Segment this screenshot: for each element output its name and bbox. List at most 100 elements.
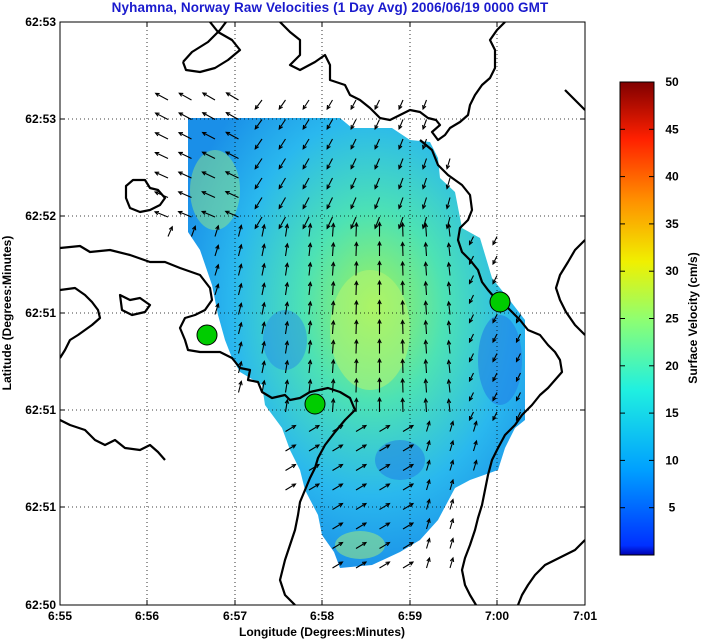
velocity-arrow xyxy=(284,281,290,296)
velocity-arrow xyxy=(278,177,286,190)
velocity-arrow xyxy=(261,223,266,237)
velocity-arrow xyxy=(284,320,290,335)
velocity-arrow xyxy=(468,294,474,305)
plot-title: Nyhamna, Norway Raw Velocities (1 Day Av… xyxy=(111,0,549,15)
velocity-arrow xyxy=(307,222,313,237)
velocity-arrow xyxy=(284,379,290,393)
velocity-arrow xyxy=(492,333,498,344)
velocity-arrow xyxy=(201,171,216,179)
velocity-arrow xyxy=(330,300,336,315)
velocity-arrow xyxy=(237,302,243,315)
velocity-arrow xyxy=(214,302,220,315)
velocity-arrow xyxy=(449,478,455,491)
velocity-arrow xyxy=(237,263,243,276)
velocity-arrow xyxy=(285,463,297,471)
velocity-arrow xyxy=(350,158,357,170)
velocity-arrow xyxy=(379,502,391,510)
velocity-arrow xyxy=(445,177,451,190)
velocity-arrow xyxy=(400,221,405,237)
x-tick-label: 6:55 xyxy=(48,609,72,623)
velocity-arrow xyxy=(214,263,220,276)
velocity-arrow xyxy=(201,92,216,101)
velocity-arrow xyxy=(154,112,169,120)
velocity-arrow xyxy=(237,224,243,237)
velocity-arrow xyxy=(278,138,286,150)
velocity-arrow xyxy=(330,241,336,257)
velocity-arrow xyxy=(374,177,381,190)
velocity-arrow xyxy=(308,424,321,432)
velocity-arrow xyxy=(332,502,344,510)
velocity-arrow xyxy=(492,372,498,383)
velocity-arrow xyxy=(308,444,321,452)
velocity-arrow xyxy=(492,392,498,402)
velocity-arrow xyxy=(377,377,382,393)
velocity-arrow xyxy=(330,339,336,354)
velocity-arrow xyxy=(377,240,382,257)
velocity-arrow xyxy=(254,99,263,111)
coastline-south-ext xyxy=(554,239,585,336)
colorbar-tick-label: 15 xyxy=(665,406,679,420)
velocity-arrow xyxy=(446,300,452,315)
velocity-arrow xyxy=(278,119,286,130)
velocity-arrow xyxy=(261,262,266,276)
velocity-arrow xyxy=(402,561,415,569)
velocity-arrow xyxy=(326,99,333,111)
velocity-arrow xyxy=(425,517,431,530)
colorbar-tick-label: 30 xyxy=(665,264,679,278)
velocity-arrow xyxy=(449,556,455,569)
velocity-arrow xyxy=(254,138,263,150)
velocity-arrow xyxy=(402,502,415,510)
velocity-arrow xyxy=(398,138,404,150)
velocity-arrow xyxy=(224,171,239,179)
velocity-arrow xyxy=(355,522,368,530)
velocity-arrow xyxy=(284,262,290,276)
velocity-arrow xyxy=(377,338,382,354)
velocity-arrow xyxy=(350,197,357,210)
velocity-arrow xyxy=(261,321,266,335)
x-tick-label: 6:57 xyxy=(223,609,247,623)
velocity-arrow xyxy=(468,275,474,285)
velocity-arrow xyxy=(400,260,405,276)
velocity-arrow xyxy=(445,197,451,210)
velocity-arrow xyxy=(278,99,286,111)
velocity-arrow xyxy=(237,380,243,393)
velocity-arrow xyxy=(468,372,474,383)
velocity-arrow xyxy=(402,463,415,471)
velocity-arrow xyxy=(400,299,405,315)
velocity-arrow xyxy=(422,119,428,131)
velocity-arrow xyxy=(377,299,382,315)
velocity-arrow xyxy=(449,420,455,432)
colorbar-tick-label: 10 xyxy=(665,453,679,467)
velocity-arrow xyxy=(307,261,313,276)
velocity-arrow xyxy=(177,191,192,199)
velocity-arrow xyxy=(154,132,169,140)
velocity-arrow xyxy=(515,333,521,344)
velocity-arrow xyxy=(425,556,431,569)
velocity-arrow xyxy=(422,99,428,111)
velocity-arrow xyxy=(355,444,368,452)
velocity-arrow xyxy=(398,177,404,190)
velocity-arrow xyxy=(402,522,415,530)
velocity-arrow xyxy=(284,242,290,257)
velocity-arrow xyxy=(445,158,451,170)
velocity-arrow xyxy=(425,420,431,432)
velocity-arrow xyxy=(261,282,266,296)
radar-site-marker xyxy=(489,291,511,313)
velocity-arrow xyxy=(425,439,431,452)
y-axis-ticks: 62:53 62:53 62:52 62:51 62:51 62:51 62:50 xyxy=(25,15,585,612)
velocity-arrow xyxy=(201,191,216,199)
velocity-arrow xyxy=(472,420,478,432)
velocity-arrow xyxy=(400,338,405,354)
velocity-arrow xyxy=(350,216,357,230)
velocity-arrow xyxy=(332,522,344,530)
velocity-arrow xyxy=(153,210,169,218)
velocity-arrow xyxy=(177,210,192,218)
velocity-arrow xyxy=(468,314,474,324)
velocity-arrow xyxy=(167,225,173,237)
velocity-arrow xyxy=(350,138,357,150)
velocity-arrow xyxy=(355,424,368,432)
velocity-arrow xyxy=(284,340,290,354)
colorbar-tick-label: 5 xyxy=(669,501,676,515)
velocity-arrow xyxy=(492,275,498,285)
velocity-arrow xyxy=(446,261,452,276)
